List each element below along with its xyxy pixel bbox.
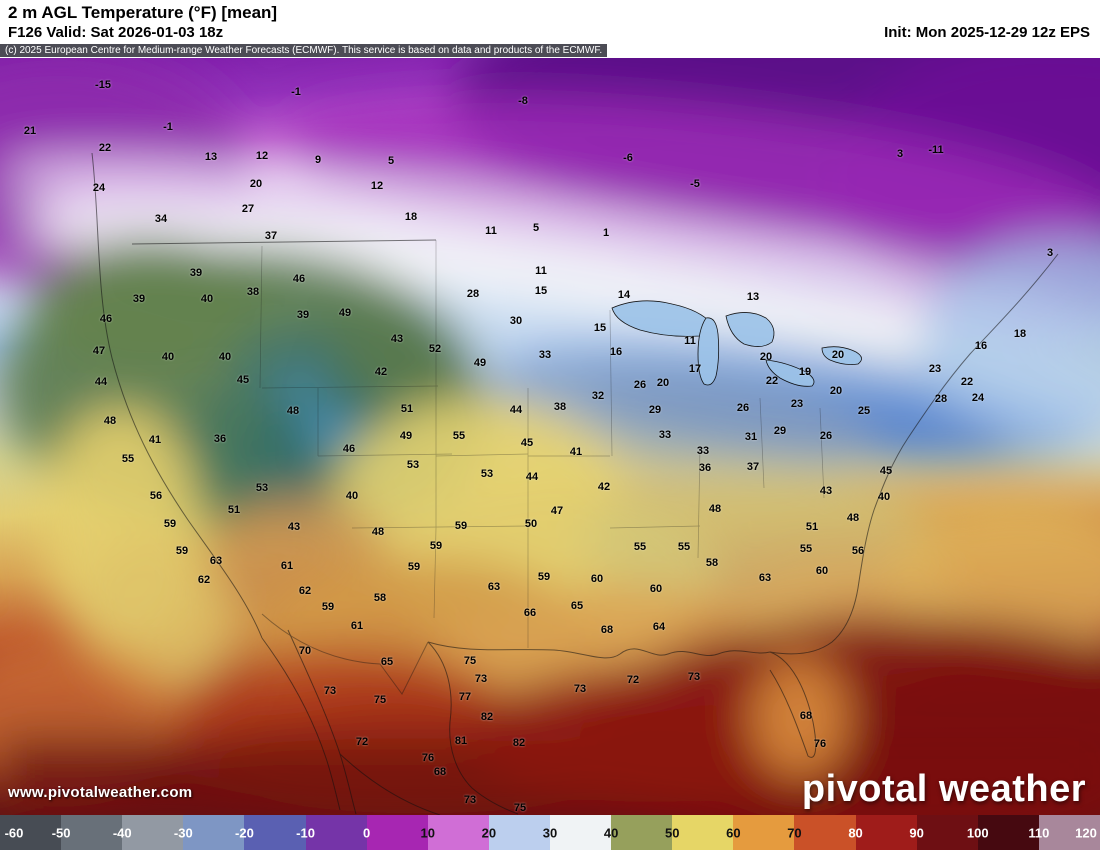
colorbar-segment (427, 815, 489, 850)
coastline-paths (91, 152, 1059, 815)
great-lakes-shapes (611, 300, 862, 387)
colorbar-segment (977, 815, 1039, 850)
colorbar-segment (794, 815, 856, 850)
colorbar-segment (733, 815, 795, 850)
colorbar-segment (0, 815, 62, 850)
map-header: 2 m AGL Temperature (°F) [mean] F126 Val… (0, 0, 1100, 58)
colorbar-segment (488, 815, 550, 850)
colorbar-segment (1038, 815, 1100, 850)
pivotal-weather-logo: pivotal weather (801, 768, 1086, 810)
temperature-map-canvas[interactable]: www.pivotalweather.com pivotal weather (0, 58, 1100, 815)
colorbar-segment (611, 815, 673, 850)
colorbar-segment (61, 815, 123, 850)
colorbar-segment (244, 815, 306, 850)
valid-time-label: F126 Valid: Sat 2026-01-03 18z (8, 24, 224, 41)
init-time-label: Init: Mon 2025-12-29 12z EPS (884, 24, 1090, 41)
watermark-url: www.pivotalweather.com (8, 784, 193, 801)
colorbar-segment (183, 815, 245, 850)
page-title: 2 m AGL Temperature (°F) [mean] (8, 3, 278, 22)
colorbar-segment (855, 815, 917, 850)
state-border-paths (259, 240, 825, 648)
colorbar-segment (549, 815, 612, 850)
colorbar-segment (366, 815, 428, 850)
colorbar-segment (672, 815, 734, 850)
colorbar-segment (305, 815, 367, 850)
colorbar-segment (122, 815, 184, 850)
copyright-bar: (c) 2025 European Centre for Medium-rang… (0, 44, 608, 57)
temperature-colorbar (0, 815, 1100, 850)
colorbar-segment (916, 815, 978, 850)
temperature-field-graphic (0, 58, 1100, 815)
